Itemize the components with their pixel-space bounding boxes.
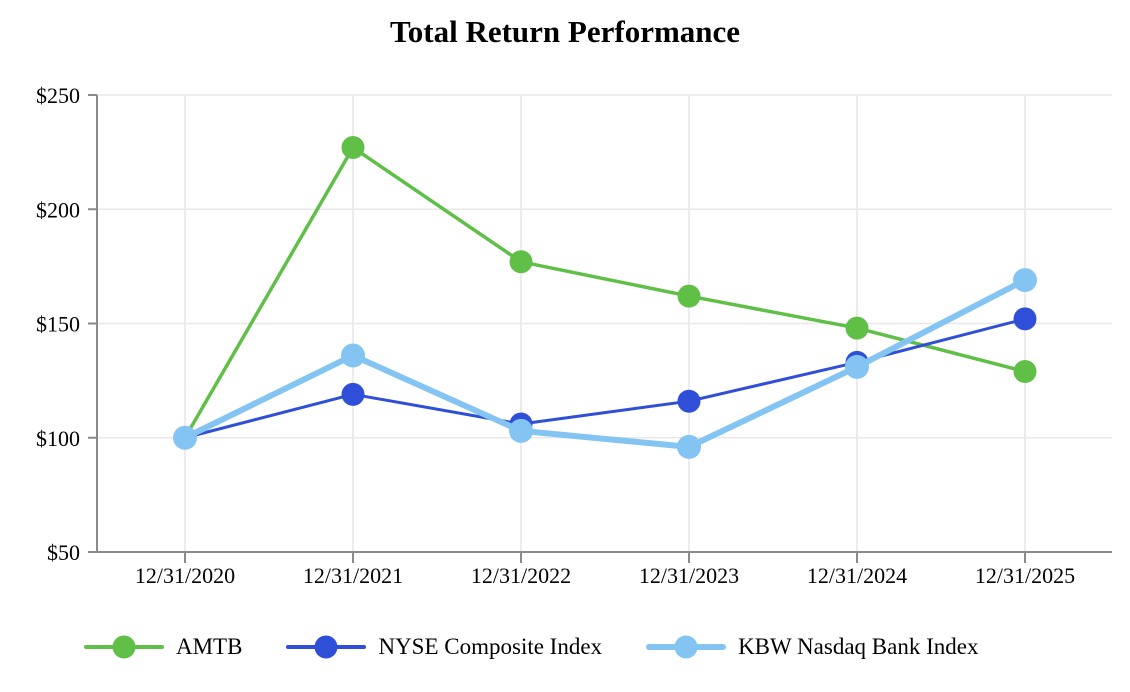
series-marker-kbw-nasdaq-bank-index <box>677 434 701 459</box>
series-marker-amtb <box>509 250 533 274</box>
legend-item-kbw-nasdaq-bank-index: KBW Nasdaq Bank Index <box>646 634 978 660</box>
legend-dot-icon <box>674 635 698 659</box>
series-marker-amtb <box>677 284 701 308</box>
y-tick-label: $250 <box>36 83 80 108</box>
legend-label-kbw-nasdaq-bank-index: KBW Nasdaq Bank Index <box>738 634 979 659</box>
series-marker-amtb <box>1013 359 1037 383</box>
chart-title: Total Return Performance <box>389 14 741 49</box>
legend-line-icon <box>84 635 164 659</box>
x-tick-label: 12/31/2021 <box>303 563 403 588</box>
series-line-kbw-nasdaq-bank-index <box>182 277 1028 450</box>
y-tick-label: $200 <box>36 197 80 222</box>
series-marker-amtb <box>845 316 869 340</box>
series-marker-nyse-composite-index <box>677 389 701 413</box>
series-marker-amtb <box>341 136 365 160</box>
series-marker-nyse-composite-index <box>341 382 365 406</box>
x-tick-label: 12/31/2020 <box>135 563 235 588</box>
series-marker-nyse-composite-index <box>1013 307 1037 331</box>
series-marker-kbw-nasdaq-bank-index <box>1013 268 1037 293</box>
x-tick-label: 12/31/2024 <box>807 563 907 588</box>
legend-line-icon <box>646 635 727 659</box>
legend-dot-icon <box>112 635 136 659</box>
legend-item-nyse-composite-index: NYSE Composite Index <box>286 634 602 660</box>
series-marker-kbw-nasdaq-bank-index <box>845 354 869 379</box>
y-tick-label: $100 <box>36 426 80 451</box>
legend-line-icon <box>286 635 367 659</box>
series-line-amtb <box>183 145 1027 440</box>
legend-dot-icon <box>314 635 338 659</box>
x-tick-label: 12/31/2025 <box>975 563 1075 588</box>
series-marker-kbw-nasdaq-bank-index <box>173 425 197 450</box>
x-tick-label: 12/31/2023 <box>639 563 739 588</box>
y-tick-label: $50 <box>47 540 80 565</box>
series-marker-kbw-nasdaq-bank-index <box>341 343 365 368</box>
legend-item-amtb: AMTB <box>84 634 242 660</box>
legend: AMTB NYSE Composite Index KBW Nasdaq Ban… <box>84 630 978 664</box>
y-tick-label: $150 <box>36 312 80 337</box>
x-tick-label: 12/31/2022 <box>471 563 571 588</box>
legend-label-amtb: AMTB <box>176 634 243 659</box>
plot-area: $50 $100 $150 $200 $250 12/31/2020 12/31/2021 1… <box>36 83 1112 588</box>
legend-label-nyse-composite-index: NYSE Composite Index <box>378 634 603 659</box>
series-marker-kbw-nasdaq-bank-index <box>509 418 533 443</box>
